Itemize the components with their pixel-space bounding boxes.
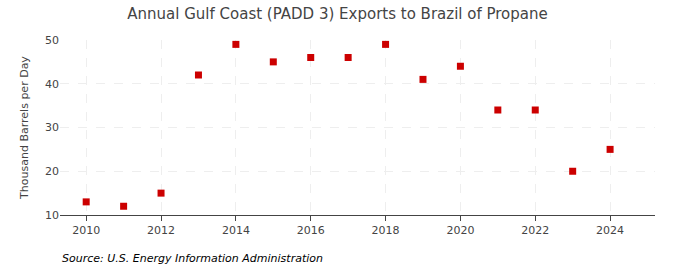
svg-text:2018: 2018 <box>372 224 400 237</box>
svg-text:Source: U.S. Energy Informatio: Source: U.S. Energy Information Administ… <box>62 252 323 265</box>
svg-text:2012: 2012 <box>147 224 175 237</box>
svg-text:20: 20 <box>45 165 59 178</box>
svg-text:Thousand Barrels per Day: Thousand Barrels per Day <box>18 56 31 200</box>
svg-text:50: 50 <box>45 34 59 47</box>
svg-text:2016: 2016 <box>297 224 325 237</box>
svg-text:2010: 2010 <box>72 224 100 237</box>
svg-text:2020: 2020 <box>446 224 474 237</box>
svg-text:2024: 2024 <box>596 224 624 237</box>
svg-text:40: 40 <box>45 78 59 91</box>
svg-text:2014: 2014 <box>222 224 250 237</box>
svg-text:Annual Gulf Coast (PADD 3) Exp: Annual Gulf Coast (PADD 3) Exports to Br… <box>127 5 547 23</box>
svg-text:10: 10 <box>45 209 59 222</box>
svg-text:2022: 2022 <box>521 224 549 237</box>
svg-text:30: 30 <box>45 121 59 134</box>
